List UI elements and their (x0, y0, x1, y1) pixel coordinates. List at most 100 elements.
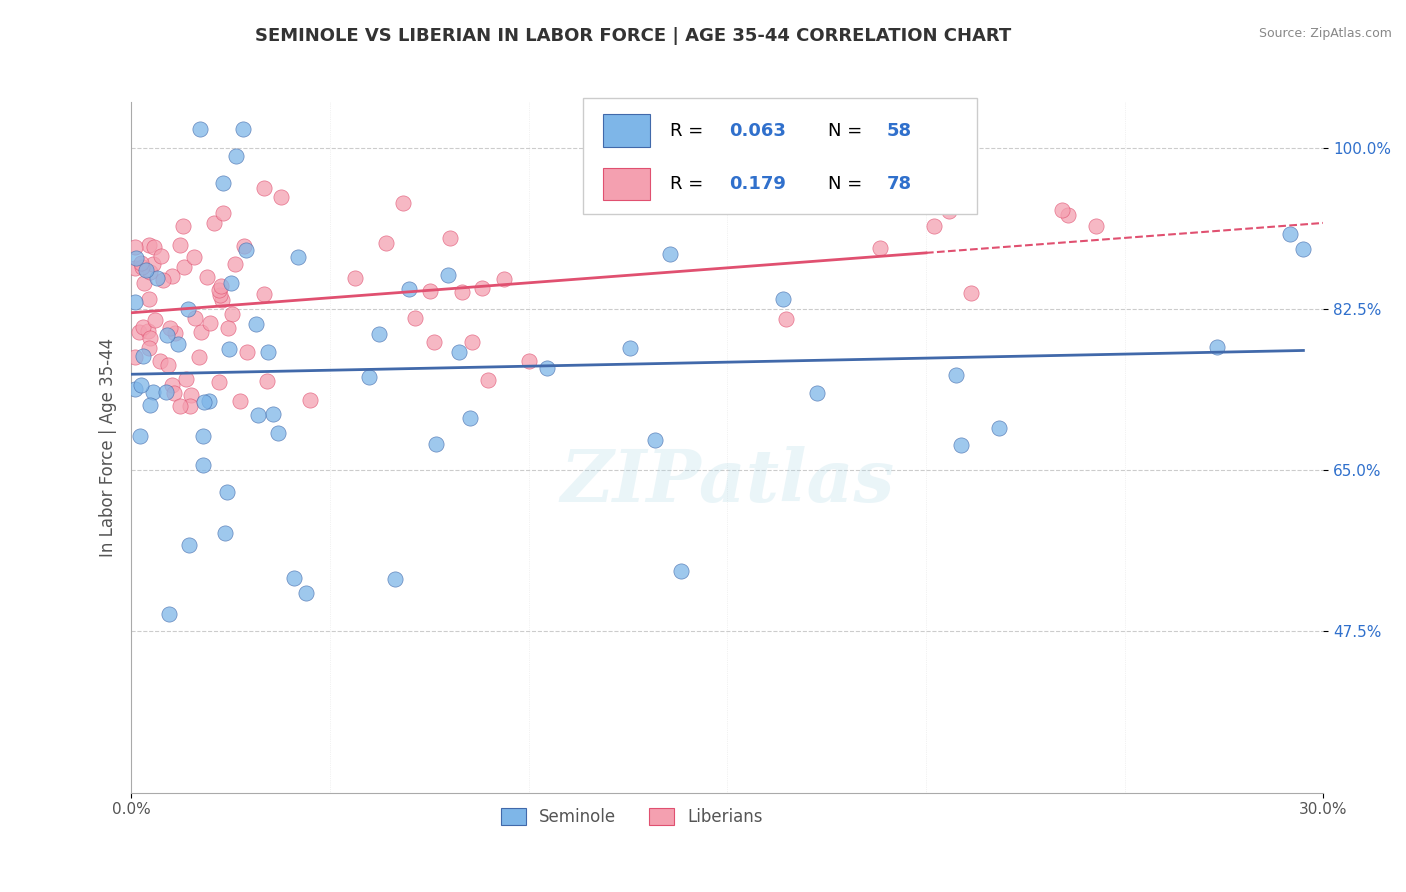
Point (138, 341, 160, 355)
Point (150, 248, 173, 262)
Point (193, 394, 215, 409)
Text: R =: R = (671, 121, 709, 139)
Text: N =: N = (828, 121, 868, 139)
Point (245, 317, 267, 331)
Point (536, 361, 558, 376)
Point (174, 372, 197, 386)
Point (132, 276, 155, 290)
Text: Source: ZipAtlas.com: Source: ZipAtlas.com (1258, 27, 1392, 40)
Point (172, 219, 194, 233)
Point (149, 353, 172, 368)
Point (425, 436, 447, 450)
Point (423, 335, 446, 350)
Point (191, 458, 214, 473)
Point (124, 295, 146, 310)
Point (180, 388, 202, 402)
Point (419, 285, 441, 299)
Point (160, 377, 183, 392)
Point (517, 354, 540, 368)
Point (142, 384, 165, 399)
Point (458, 411, 481, 425)
Point (215, 484, 238, 499)
Point (138, 292, 160, 306)
Point (129, 428, 152, 442)
Point (1279, 227, 1302, 241)
Point (218, 342, 240, 356)
Point (179, 538, 201, 552)
Point (247, 408, 270, 422)
Point (922, 219, 945, 234)
Text: 0.179: 0.179 (730, 175, 786, 193)
Point (391, 195, 413, 210)
Point (471, 280, 494, 294)
Point (368, 326, 391, 341)
Point (659, 247, 682, 261)
Point (124, 240, 146, 254)
Point (139, 330, 162, 344)
Point (775, 311, 797, 326)
Point (451, 285, 474, 299)
Point (945, 368, 967, 383)
Text: SEMINOLE VS LIBERIAN IN LABOR FORCE | AGE 35-44 CORRELATION CHART: SEMINOLE VS LIBERIAN IN LABOR FORCE | AG… (254, 27, 1011, 45)
Point (644, 433, 666, 447)
Point (209, 287, 232, 301)
Point (145, 271, 167, 285)
Point (267, 426, 290, 441)
Point (225, 149, 247, 163)
Point (162, 268, 184, 283)
Point (404, 310, 426, 325)
Text: 78: 78 (887, 175, 911, 193)
Point (188, 122, 211, 136)
Point (236, 345, 259, 359)
Point (492, 272, 515, 286)
Point (138, 398, 160, 412)
Point (125, 251, 148, 265)
Point (190, 326, 212, 340)
Point (124, 350, 146, 364)
Point (772, 292, 794, 306)
Point (135, 263, 157, 277)
Point (449, 345, 471, 359)
Point (143, 240, 166, 254)
Point (232, 122, 254, 136)
Point (131, 256, 153, 270)
Point (1084, 219, 1107, 233)
Point (270, 190, 292, 204)
Point (869, 241, 891, 255)
Point (138, 237, 160, 252)
Point (384, 572, 406, 586)
Text: R =: R = (671, 175, 709, 193)
Y-axis label: In Labor Force | Age 35-44: In Labor Force | Age 35-44 (100, 337, 117, 557)
Point (159, 607, 181, 622)
Point (124, 382, 146, 396)
Point (183, 250, 205, 264)
Point (157, 358, 180, 372)
Point (253, 286, 276, 301)
Point (436, 268, 458, 282)
Legend: Seminole, Liberians: Seminole, Liberians (494, 801, 770, 833)
Point (343, 270, 366, 285)
FancyBboxPatch shape (583, 98, 977, 214)
FancyBboxPatch shape (603, 168, 651, 200)
Point (200, 317, 222, 331)
Point (357, 370, 380, 384)
Point (287, 250, 309, 264)
Point (202, 216, 225, 230)
Point (152, 272, 174, 286)
Point (806, 386, 828, 401)
Point (128, 325, 150, 339)
Point (195, 269, 218, 284)
Point (132, 320, 155, 334)
Point (129, 378, 152, 392)
Point (461, 335, 484, 350)
Point (235, 244, 257, 258)
Point (256, 374, 278, 388)
Point (155, 385, 177, 400)
Point (988, 421, 1011, 435)
Point (212, 206, 235, 220)
Point (298, 393, 321, 408)
Point (1292, 242, 1315, 256)
Point (163, 386, 186, 401)
Point (132, 349, 155, 363)
Point (124, 260, 146, 275)
